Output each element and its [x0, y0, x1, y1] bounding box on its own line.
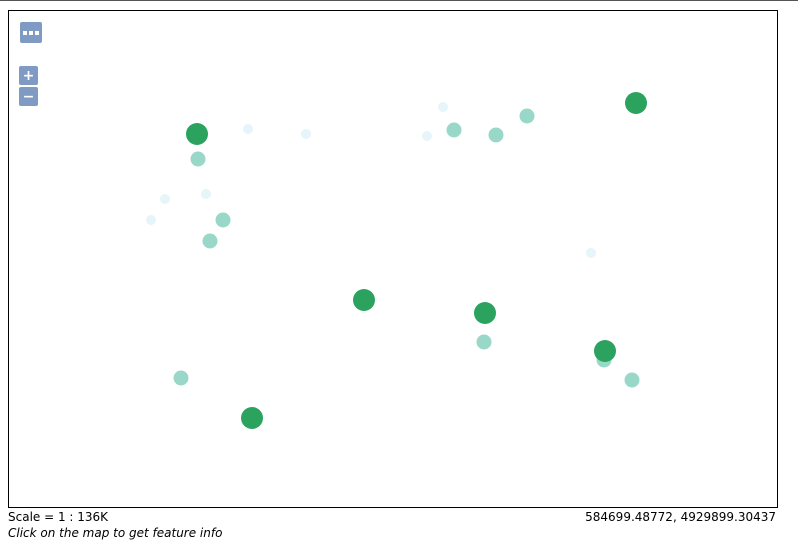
zoom-out-button[interactable]: −: [19, 87, 38, 106]
ellipsis-icon: [23, 30, 39, 35]
map-point[interactable]: [476, 334, 492, 350]
layer-menu-button[interactable]: [20, 22, 42, 43]
map-point[interactable]: [186, 123, 208, 145]
map-point[interactable]: [624, 372, 640, 388]
map-point[interactable]: [586, 248, 596, 258]
map-point[interactable]: [625, 92, 647, 114]
scale-text: Scale = 1 : 136K: [8, 510, 109, 524]
map-point[interactable]: [241, 407, 263, 429]
map-point[interactable]: [594, 340, 616, 362]
map-point[interactable]: [301, 129, 311, 139]
feature-info-hint: Click on the map to get feature info: [8, 526, 223, 540]
map-point[interactable]: [173, 370, 189, 386]
feature-layer: [146, 92, 647, 429]
map-canvas[interactable]: + −: [8, 10, 778, 508]
map-point[interactable]: [215, 212, 231, 228]
map-point[interactable]: [422, 131, 432, 141]
map-point[interactable]: [146, 215, 156, 225]
map-point[interactable]: [243, 124, 253, 134]
map-point[interactable]: [202, 233, 218, 249]
coordinate-readout: 584699.48772, 4929899.30437: [585, 510, 776, 524]
status-bar: Scale = 1 : 136K 584699.48772, 4929899.3…: [8, 510, 776, 525]
map-point[interactable]: [353, 289, 375, 311]
map-point[interactable]: [446, 122, 462, 138]
zoom-in-button[interactable]: +: [19, 66, 38, 85]
top-divider: [0, 0, 798, 1]
map-point[interactable]: [201, 189, 211, 199]
map-point[interactable]: [519, 108, 535, 124]
map-point[interactable]: [488, 127, 504, 143]
map-point[interactable]: [160, 194, 170, 204]
map-point[interactable]: [190, 151, 206, 167]
map-point[interactable]: [438, 102, 448, 112]
map-point[interactable]: [474, 302, 496, 324]
